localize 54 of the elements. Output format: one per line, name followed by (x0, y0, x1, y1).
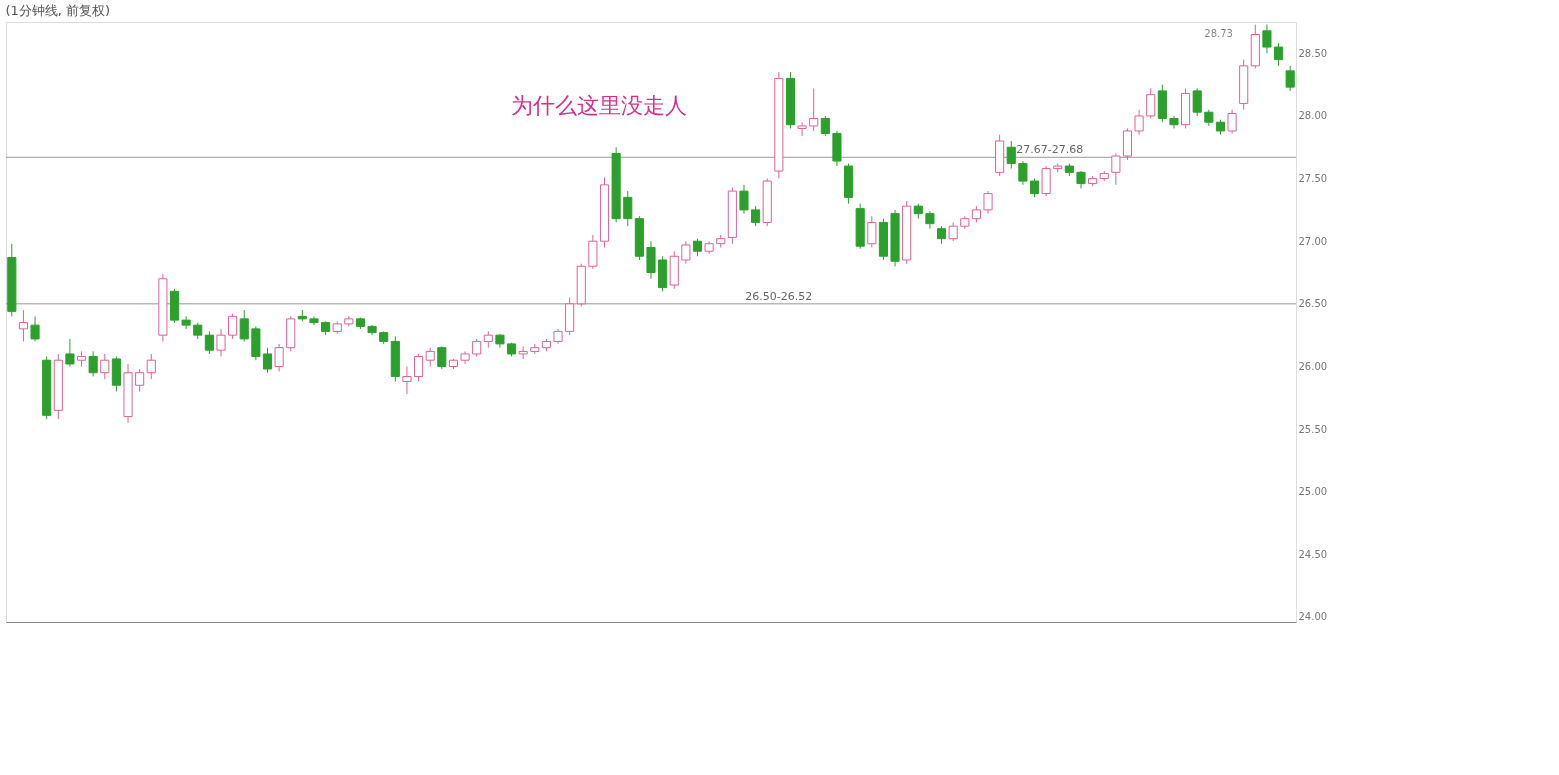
candlestick (18, 309, 28, 342)
candlestick (146, 353, 156, 380)
candlestick (867, 215, 877, 248)
candlestick (65, 338, 75, 367)
y-tick-label: 25.00 (1298, 486, 1328, 498)
candlestick (216, 328, 226, 357)
candlestick (751, 205, 761, 227)
candlestick (437, 345, 447, 370)
y-tick-label: 24.00 (1298, 611, 1328, 623)
candlestick (797, 121, 807, 137)
y-tick-label: 27.50 (1298, 173, 1328, 185)
annotation: 28.73 (1204, 28, 1233, 39)
candlestick (1274, 42, 1284, 67)
chart-title: (1分钟线, 前复权) (5, 3, 111, 18)
candlestick (1227, 109, 1237, 134)
y-tick-label: 24.50 (1298, 548, 1328, 560)
candlestick (1018, 160, 1028, 186)
candlestick (1006, 140, 1016, 170)
candlestick (820, 115, 830, 137)
candlestick (739, 184, 749, 215)
candlestick (623, 190, 633, 227)
y-tick-label: 26.00 (1298, 360, 1328, 372)
candlestick (402, 365, 412, 395)
candlestick (414, 353, 424, 382)
y-tick-label: 28.00 (1298, 110, 1328, 122)
candlestick (1111, 153, 1121, 186)
candlestick (30, 315, 40, 342)
candlestick (204, 330, 214, 355)
y-tick-label: 25.50 (1298, 423, 1328, 435)
y-tick-label: 27.00 (1298, 235, 1328, 247)
candlestick (135, 368, 145, 393)
candlestick (1029, 178, 1040, 198)
annotation: 为什么这里没走人 (511, 93, 688, 118)
y-tick-label: 26.50 (1298, 298, 1328, 310)
candlestick (100, 353, 110, 380)
candlestick (88, 350, 98, 377)
ref-line-label: 27.67-27.68 (1016, 143, 1084, 157)
candlestick (1285, 65, 1295, 92)
candlestick (262, 347, 273, 374)
candlestick (1146, 87, 1156, 119)
y-tick-label: 28.50 (1298, 47, 1328, 59)
candlestick (274, 343, 284, 372)
candlestick (948, 221, 958, 242)
candlestick (983, 190, 993, 215)
candlestick (681, 240, 691, 265)
candlestick (181, 315, 191, 330)
candlestick (809, 87, 819, 132)
candlestick (1134, 109, 1144, 136)
ref-line-label: 26.50-26.52 (745, 289, 813, 303)
candlestick (1262, 24, 1272, 54)
candlestick (228, 313, 238, 340)
candlestick (425, 347, 435, 367)
candlestick (1192, 87, 1202, 117)
candlestick (239, 309, 249, 342)
